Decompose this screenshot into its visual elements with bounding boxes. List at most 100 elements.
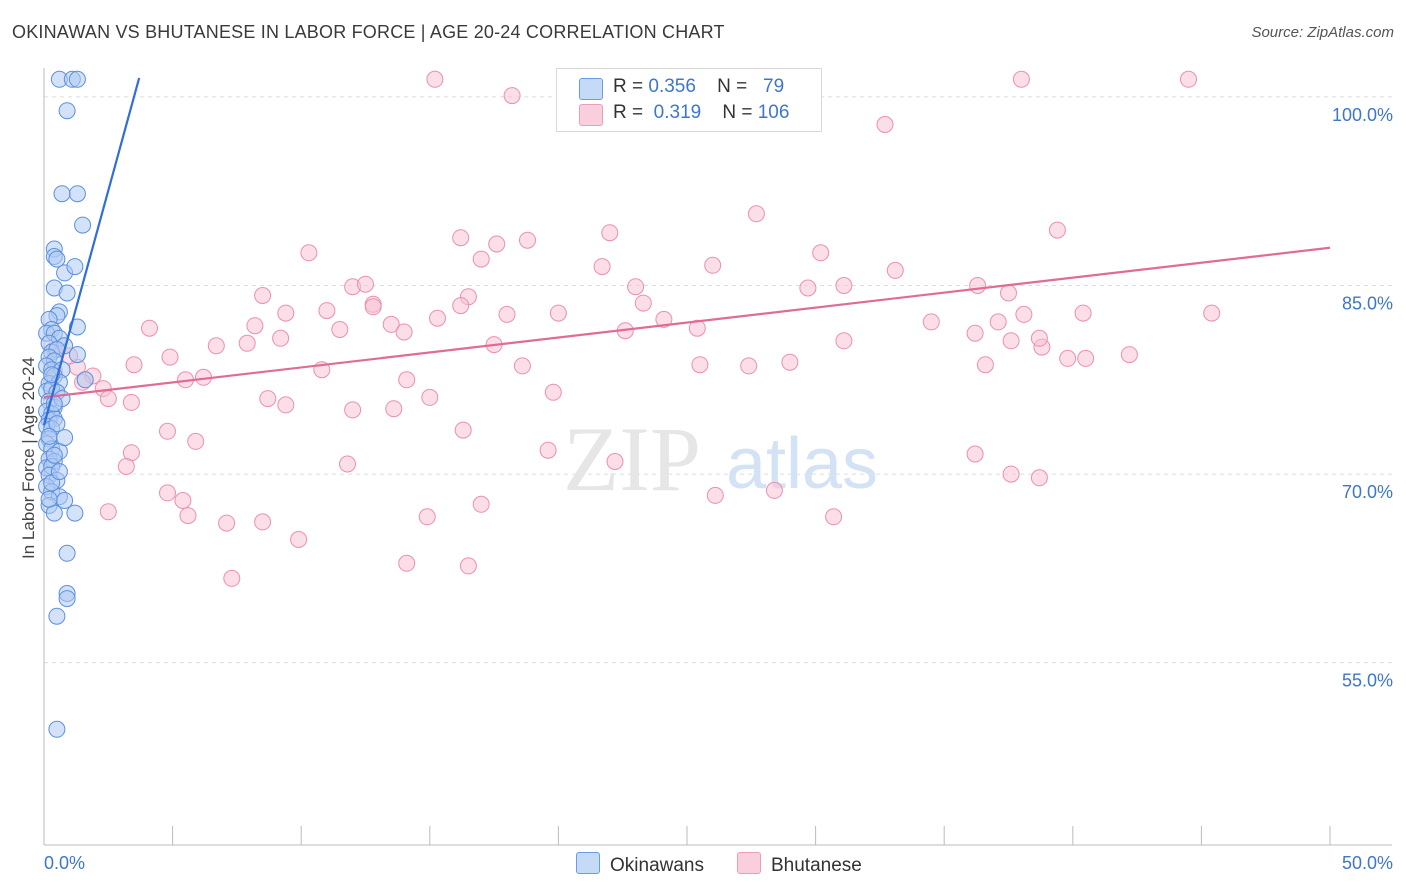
bhutanese-point: [382, 315, 400, 333]
bhutanese-point: [1000, 284, 1017, 302]
bhutanese-point: [344, 401, 362, 419]
bhutanese-point: [218, 514, 236, 532]
bhutanese-point: [835, 277, 853, 294]
okinawans-point: [48, 607, 66, 625]
okinawans-point: [48, 720, 66, 738]
bhutanese-point: [922, 313, 940, 331]
bhutanese-point: [385, 400, 403, 418]
bhutanese-point: [272, 329, 290, 347]
bhutanese-point: [747, 205, 765, 223]
okinawans-point: [68, 318, 86, 336]
bhutanese-point: [539, 441, 557, 459]
bottom-legend-okinawans: Okinawans: [576, 852, 704, 877]
bottom-bhutanese-label: Bhutanese: [771, 855, 862, 876]
bhutanese-point: [277, 396, 295, 414]
bhutanese-point: [429, 309, 446, 327]
bhutanese-point: [187, 432, 205, 450]
bhutanese-point: [704, 256, 722, 274]
okinawans-n-label: N =: [717, 76, 748, 97]
bhutanese-point: [688, 319, 706, 337]
bhutanese-point: [1059, 349, 1077, 367]
bhutanese-n-value: 106: [757, 102, 790, 123]
bhutanese-point: [207, 337, 225, 355]
bottom-bhutanese-swatch: [737, 852, 761, 874]
bhutanese-point: [488, 235, 506, 253]
bhutanese-point: [513, 357, 531, 375]
bhutanese-point: [125, 356, 143, 374]
bhutanese-point: [1180, 70, 1197, 88]
bhutanese-point: [161, 348, 179, 366]
bhutanese-point: [290, 531, 308, 548]
bhutanese-point: [454, 421, 472, 439]
y-tick-label: 100.0%: [1332, 105, 1393, 125]
okinawans-point: [58, 544, 76, 562]
bhutanese-point: [179, 507, 197, 525]
bhutanese-point: [99, 390, 117, 408]
y-tick-label: 55.0%: [1342, 671, 1393, 691]
bhutanese-point: [593, 258, 611, 276]
bhutanese-point: [421, 388, 439, 406]
okinawans-point: [58, 102, 76, 120]
bhutanese-r-label: R =: [613, 102, 644, 123]
bhutanese-point: [159, 484, 176, 502]
watermark-zip: ZIP: [563, 408, 701, 510]
okinawans-point: [53, 185, 71, 203]
bhutanese-point: [989, 313, 1007, 331]
y-tick-label: 85.0%: [1342, 293, 1393, 313]
bhutanese-point: [503, 87, 521, 105]
bhutanese-point: [398, 371, 416, 389]
bhutanese-point: [1074, 304, 1092, 322]
bhutanese-point: [254, 287, 272, 304]
okinawans-n-value: 79: [763, 76, 785, 97]
bottom-okinawans-swatch: [576, 852, 600, 874]
bhutanese-point: [634, 294, 652, 312]
bhutanese-point: [300, 244, 318, 262]
bhutanese-point: [99, 503, 117, 521]
bhutanese-point: [1120, 346, 1138, 364]
x-tick-label: 50.0%: [1342, 853, 1393, 873]
grid-lines: [44, 96, 1392, 664]
bhutanese-point: [364, 298, 382, 316]
bhutanese-point: [357, 275, 374, 293]
bhutanese-swatch: [579, 104, 603, 126]
bhutanese-point: [254, 513, 272, 531]
bhutanese-point: [601, 224, 619, 242]
bhutanese-point: [452, 297, 470, 315]
okinawans-point: [66, 258, 84, 276]
bhutanese-point: [395, 323, 413, 341]
bhutanese-point: [498, 305, 516, 323]
bhutanese-n-label: N =: [722, 102, 753, 123]
bhutanese-point: [1030, 469, 1048, 487]
bhutanese-point: [223, 569, 241, 587]
bhutanese-point: [799, 279, 817, 297]
bhutanese-point: [238, 334, 256, 352]
bhutanese-point: [246, 317, 264, 335]
bhutanese-point: [122, 393, 140, 411]
okinawans-point: [58, 284, 76, 302]
bhutanese-point: [459, 557, 477, 575]
bhutanese-point: [825, 508, 843, 526]
bhutanese-point: [969, 277, 987, 294]
bhutanese-point: [141, 319, 158, 337]
y-axis-title: In Labor Force | Age 20-24: [19, 357, 38, 559]
bhutanese-point: [976, 356, 994, 374]
bhutanese-point: [339, 455, 356, 473]
bhutanese-point: [426, 70, 444, 88]
bhutanese-point: [277, 304, 295, 322]
okinawans-points: [38, 70, 94, 738]
okinawans-point: [48, 250, 66, 268]
okinawans-trendline: [42, 77, 141, 426]
bhutanese-point: [398, 554, 416, 572]
y-tick-labels: 100.0% 85.0% 70.0% 55.0%: [1332, 105, 1393, 691]
bhutanese-point: [966, 324, 984, 342]
correlation-legend: R = 0.356 N = 79 R = 0.319 N = 106: [556, 68, 822, 132]
okinawans-r-label: R =: [613, 76, 644, 97]
bhutanese-point: [1015, 305, 1033, 323]
bhutanese-point: [655, 310, 673, 328]
x-tick-label: 0.0%: [44, 853, 85, 873]
bhutanese-point: [159, 422, 176, 440]
bhutanese-point: [452, 229, 470, 247]
bhutanese-point: [627, 278, 645, 296]
bhutanese-points: [45, 70, 1221, 587]
axes: [43, 68, 1392, 846]
